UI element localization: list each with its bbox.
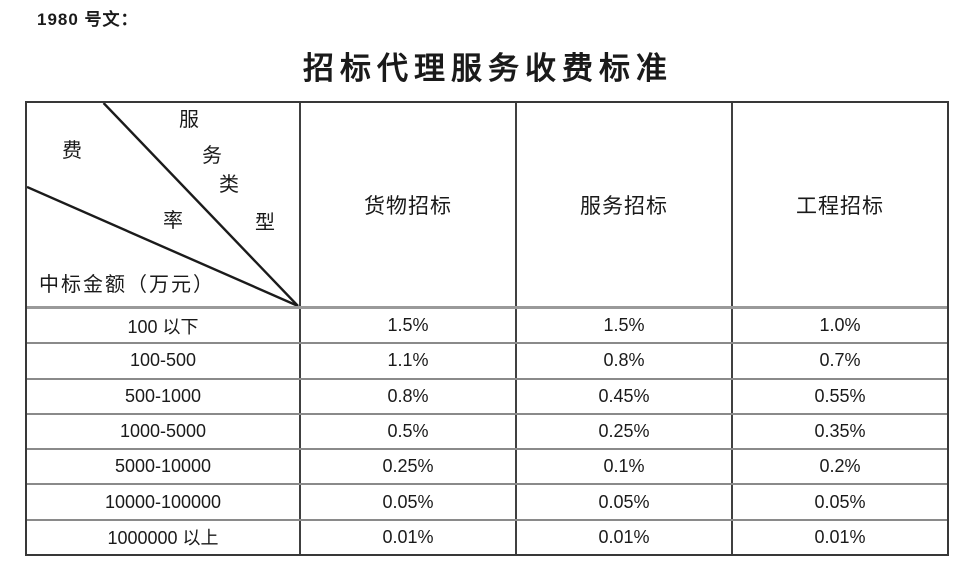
row-value: 0.35%	[731, 414, 947, 449]
page-title: 招标代理服务收费标准	[303, 51, 673, 86]
column-header-goods: 货物招标	[299, 103, 515, 306]
row-value: 0.2%	[731, 450, 947, 484]
row-label: 5000-10000	[114, 456, 212, 477]
row-value: 1.1%	[299, 344, 515, 378]
table-row: 100 以下 1.5% 1.5% 1.0%	[27, 309, 947, 345]
row-label: 10000-100000	[104, 491, 222, 512]
row-label: 1000000 以上	[107, 528, 219, 549]
corner-char-service-2: 务	[202, 145, 222, 167]
row-value: 0.45%	[515, 379, 731, 413]
row-label: 100 以下	[127, 316, 199, 337]
corner-char-service-3: 类	[219, 174, 239, 196]
corner-char-service-1: 服	[179, 109, 199, 131]
table-header-row: 服 费 务 类 率 型 中标金额（万元） 货物招标 服务招标 工程招标	[27, 103, 947, 309]
row-value: 0.05%	[731, 485, 947, 519]
row-value: 0.01%	[731, 520, 947, 554]
table-row: 100-500 1.1% 0.8% 0.7%	[27, 344, 947, 380]
row-value: 0.8%	[515, 344, 731, 378]
row-value: 0.5%	[299, 414, 515, 449]
row-value: 0.55%	[731, 379, 947, 413]
row-value: 0.8%	[299, 379, 515, 413]
corner-char-service-4: 型	[255, 212, 275, 234]
row-value: 0.25%	[299, 450, 515, 484]
row-value: 0.7%	[731, 344, 947, 378]
row-value: 1.5%	[299, 309, 515, 343]
table-row: 10000-100000 0.05% 0.05% 0.05%	[27, 485, 947, 521]
corner-char-fee-2: 率	[163, 210, 183, 232]
doc-reference-number: 1980 号文：	[37, 10, 139, 29]
row-value: 1.0%	[731, 309, 947, 343]
row-label: 100-500	[129, 350, 197, 371]
row-label: 1000-5000	[119, 420, 207, 441]
table-body: 100 以下 1.5% 1.5% 1.0% 100-500 1.1% 0.8% …	[27, 309, 947, 554]
row-label: 500-1000	[124, 385, 202, 406]
row-value: 0.25%	[515, 414, 731, 449]
row-value: 0.1%	[515, 450, 731, 484]
row-value: 0.01%	[515, 520, 731, 554]
diagonal-lines	[27, 103, 299, 306]
table-row: 5000-10000 0.25% 0.1% 0.2%	[27, 450, 947, 486]
corner-amount-label: 中标金额（万元）	[39, 274, 215, 296]
row-value: 1.5%	[515, 309, 731, 343]
column-header-works: 工程招标	[731, 103, 947, 306]
diagonal-header-cell: 服 费 务 类 率 型 中标金额（万元）	[27, 103, 299, 306]
column-header-services: 服务招标	[515, 103, 731, 306]
table-row: 1000000 以上 0.01% 0.01% 0.01%	[27, 520, 947, 554]
row-value: 0.05%	[515, 485, 731, 519]
row-value: 0.05%	[299, 485, 515, 519]
row-value: 0.01%	[299, 520, 515, 554]
fee-standard-table: 服 费 务 类 率 型 中标金额（万元） 货物招标 服务招标 工程招标 100 …	[25, 101, 949, 556]
table-row: 1000-5000 0.5% 0.25% 0.35%	[27, 414, 947, 451]
table-row: 500-1000 0.8% 0.45% 0.55%	[27, 379, 947, 415]
corner-char-fee-1: 费	[62, 140, 82, 162]
